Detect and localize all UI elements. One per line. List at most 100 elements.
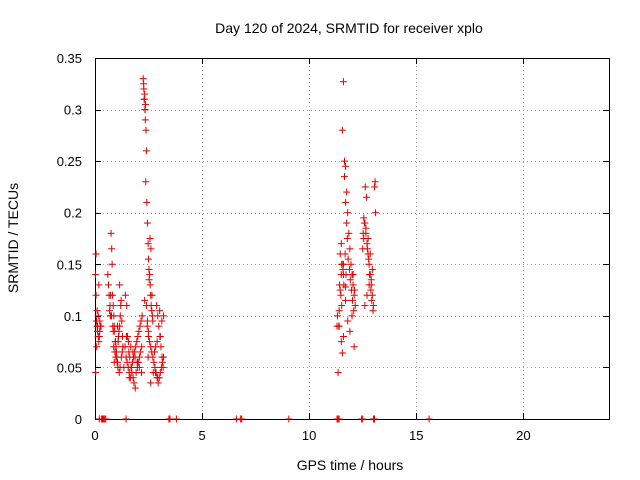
data-point bbox=[337, 240, 345, 248]
data-point bbox=[337, 291, 345, 299]
x-tick-label: 15 bbox=[409, 428, 423, 443]
data-point bbox=[130, 379, 138, 387]
data-point bbox=[135, 327, 143, 335]
data-point bbox=[120, 363, 128, 371]
data-point bbox=[337, 338, 345, 346]
data-point bbox=[335, 307, 343, 315]
data-point bbox=[346, 327, 354, 335]
data-point bbox=[345, 265, 353, 273]
x-axis-title: GPS time / hours bbox=[297, 457, 404, 473]
zero-point bbox=[285, 415, 293, 423]
data-point bbox=[111, 338, 119, 346]
data-point bbox=[342, 296, 350, 304]
data-point bbox=[363, 193, 371, 201]
data-point bbox=[116, 312, 124, 320]
data-point bbox=[110, 343, 118, 351]
data-point bbox=[141, 296, 149, 304]
data-point bbox=[92, 291, 100, 299]
y-tick-label: 0.05 bbox=[57, 360, 82, 375]
data-point bbox=[369, 307, 377, 315]
data-point bbox=[365, 255, 373, 263]
data-point bbox=[143, 198, 151, 206]
data-point bbox=[147, 245, 155, 253]
data-point bbox=[104, 271, 112, 279]
data-point bbox=[91, 271, 99, 279]
data-point bbox=[366, 250, 374, 258]
data-point bbox=[96, 327, 104, 335]
data-point bbox=[131, 353, 139, 361]
data-point bbox=[108, 260, 116, 268]
x-tick-label: 20 bbox=[516, 428, 530, 443]
y-tick-label: 0.15 bbox=[57, 257, 82, 272]
data-point bbox=[365, 281, 373, 289]
data-point bbox=[136, 348, 144, 356]
data-point bbox=[372, 209, 380, 217]
data-point bbox=[338, 302, 346, 310]
data-point bbox=[346, 276, 354, 284]
data-point bbox=[148, 307, 156, 315]
data-point bbox=[115, 369, 123, 377]
data-point bbox=[341, 173, 349, 181]
data-point bbox=[146, 338, 154, 346]
data-point bbox=[159, 363, 167, 371]
data-point bbox=[145, 255, 153, 263]
data-point bbox=[363, 245, 371, 253]
data-point bbox=[351, 286, 359, 294]
data-point bbox=[109, 327, 117, 335]
data-point bbox=[336, 286, 344, 294]
zero-point bbox=[102, 415, 110, 423]
y-tick-label: 0.2 bbox=[64, 206, 82, 221]
data-point bbox=[367, 286, 375, 294]
data-point bbox=[107, 312, 115, 320]
data-point bbox=[142, 126, 150, 134]
data-point bbox=[116, 281, 124, 289]
data-point bbox=[142, 302, 150, 310]
data-point bbox=[155, 322, 163, 330]
data-point bbox=[367, 276, 375, 284]
data-point bbox=[107, 291, 115, 299]
data-point bbox=[143, 219, 151, 227]
zero-markers bbox=[95, 415, 433, 423]
data-point bbox=[157, 343, 165, 351]
data-point bbox=[108, 245, 116, 253]
data-point bbox=[339, 265, 347, 273]
data-point bbox=[348, 296, 356, 304]
data-point bbox=[349, 271, 357, 279]
data-point bbox=[145, 332, 153, 340]
data-point bbox=[104, 281, 112, 289]
data-point bbox=[339, 78, 347, 86]
data-point bbox=[118, 317, 126, 325]
data-point bbox=[342, 283, 350, 291]
data-point bbox=[144, 353, 152, 361]
data-point bbox=[107, 229, 115, 237]
data-point bbox=[338, 260, 346, 268]
data-point bbox=[158, 317, 166, 325]
data-point bbox=[158, 353, 166, 361]
data-point bbox=[145, 276, 153, 284]
data-point bbox=[146, 281, 154, 289]
data-point bbox=[335, 322, 343, 330]
data-point bbox=[117, 296, 125, 304]
data-point bbox=[344, 317, 352, 325]
data-point bbox=[362, 224, 370, 232]
data-point bbox=[106, 307, 114, 315]
plot-frame bbox=[95, 58, 610, 420]
data-point bbox=[350, 307, 358, 315]
data-point bbox=[134, 332, 142, 340]
data-point bbox=[113, 322, 121, 330]
data-point bbox=[151, 348, 159, 356]
data-point bbox=[97, 322, 105, 330]
data-point bbox=[368, 296, 376, 304]
data-point bbox=[138, 312, 146, 320]
y-axis: 0 0.05 0.1 0.15 0.2 0.25 0.3 0.35 bbox=[57, 51, 609, 427]
data-point bbox=[347, 260, 355, 268]
data-point bbox=[138, 343, 146, 351]
data-point bbox=[346, 245, 354, 253]
x-tick-label: 10 bbox=[302, 428, 316, 443]
data-point bbox=[127, 363, 135, 371]
data-point bbox=[368, 265, 376, 273]
data-point bbox=[109, 302, 117, 310]
data-point bbox=[92, 250, 100, 258]
data-point bbox=[125, 338, 133, 346]
